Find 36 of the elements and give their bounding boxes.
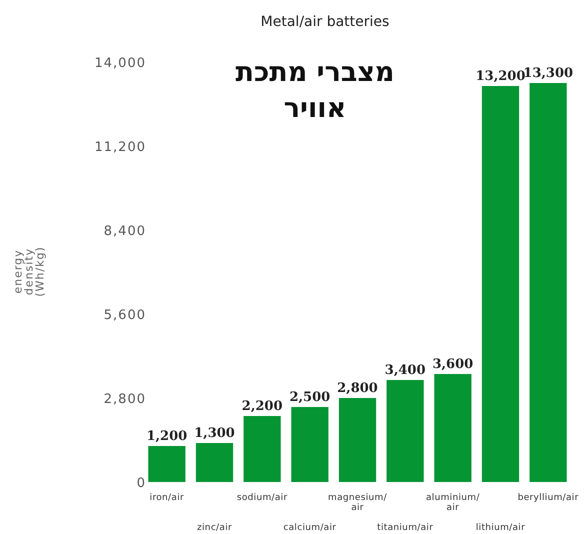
y-tick-label: 8,400 (104, 224, 146, 239)
x-tick-label: beryllium/air (518, 493, 579, 503)
data-label: 2,200 (242, 399, 283, 414)
x-tick-label: sodium/air (236, 493, 288, 503)
x-tick-label: iron/air (150, 493, 184, 503)
x-tick-label: lithium/air (476, 523, 526, 533)
bar (530, 83, 567, 482)
y-axis-title: energy density (Wh/kg) (12, 245, 46, 299)
chart-title: Metal/air batteries (260, 14, 390, 30)
data-label: 1,200 (146, 429, 188, 444)
y-tick-label: 14,000 (94, 56, 146, 71)
bar (386, 380, 424, 482)
bar (434, 374, 472, 482)
bar (148, 446, 186, 482)
data-label: 13,200 (476, 69, 526, 84)
data-label: 13,300 (523, 66, 574, 81)
y-tick-label: 0 (136, 476, 146, 491)
y-tick-label: 11,200 (94, 140, 146, 155)
data-label: 3,400 (384, 363, 426, 378)
data-label: 2,800 (337, 381, 378, 396)
bar (196, 443, 234, 482)
y-tick-label: 2,800 (104, 392, 146, 407)
x-tick-label: titanium/air (377, 523, 434, 533)
bar (244, 416, 281, 482)
x-tick-label: aluminium/air (426, 493, 480, 513)
bar (291, 407, 328, 482)
data-label: 1,300 (194, 426, 235, 441)
y-tick-label: 5,600 (104, 308, 146, 323)
bar (482, 86, 520, 482)
bar (338, 398, 376, 482)
x-tick-label: magnesium/air (328, 493, 388, 513)
x-tick-label: zinc/air (196, 523, 232, 533)
annotation: מצברי מתכת אוויר (234, 56, 396, 126)
data-label: 3,600 (432, 357, 474, 372)
data-label: 2,500 (289, 390, 330, 405)
x-tick-label: calcium/air (283, 523, 336, 533)
